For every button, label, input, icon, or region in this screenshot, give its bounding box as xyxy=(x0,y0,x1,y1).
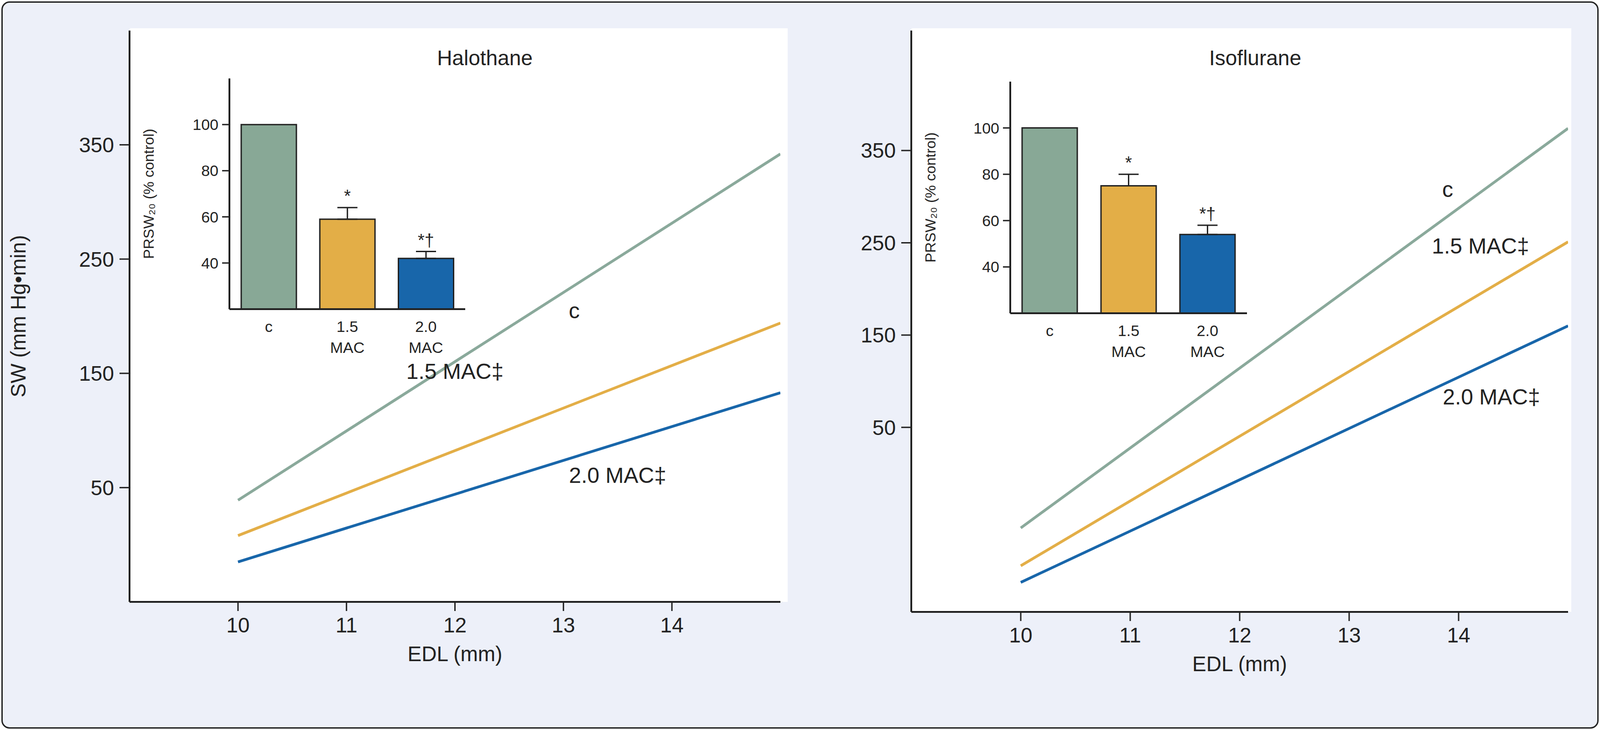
svg-text:12: 12 xyxy=(1227,623,1252,648)
svg-text:12: 12 xyxy=(443,613,467,638)
svg-text:50: 50 xyxy=(90,476,115,500)
svg-text:PRSW₂₀ (% control): PRSW₂₀ (% control) xyxy=(922,132,939,263)
svg-text:80: 80 xyxy=(981,165,1000,183)
svg-text:14: 14 xyxy=(660,613,684,638)
svg-text:1.5 MAC‡: 1.5 MAC‡ xyxy=(1431,233,1529,259)
svg-text:2.0 MAC‡: 2.0 MAC‡ xyxy=(1442,384,1540,410)
svg-text:100: 100 xyxy=(192,115,219,134)
svg-text:10: 10 xyxy=(1008,623,1033,648)
svg-text:13: 13 xyxy=(1337,623,1361,648)
svg-text:1.5 MAC‡: 1.5 MAC‡ xyxy=(406,359,504,384)
svg-text:350: 350 xyxy=(78,133,115,157)
svg-text:100: 100 xyxy=(973,119,1000,137)
svg-text:350: 350 xyxy=(860,138,896,163)
svg-text:*: * xyxy=(343,186,351,206)
svg-text:250: 250 xyxy=(860,231,896,255)
html-text:Isoflurane: Isoflurane xyxy=(1209,46,1302,70)
svg-text:10: 10 xyxy=(226,613,250,638)
svg-text:40: 40 xyxy=(201,254,219,272)
svg-text:*†: *† xyxy=(1199,204,1216,224)
svg-text:60: 60 xyxy=(981,212,1000,230)
svg-text:60: 60 xyxy=(201,208,219,226)
svg-text:13: 13 xyxy=(551,613,576,638)
svg-text:150: 150 xyxy=(860,323,896,348)
svg-text:2.0MAC: 2.0MAC xyxy=(408,317,444,356)
svg-text:c: c xyxy=(1442,177,1454,202)
svg-text:PRSW₂₀ (% control): PRSW₂₀ (% control) xyxy=(140,128,157,259)
svg-text:50: 50 xyxy=(872,415,896,440)
svg-text:*†: *† xyxy=(417,230,435,250)
svg-text:150: 150 xyxy=(78,361,115,386)
svg-text:2.0 MAC‡: 2.0 MAC‡ xyxy=(569,463,667,488)
svg-text:c: c xyxy=(1045,322,1054,340)
svg-text:2.0MAC: 2.0MAC xyxy=(1190,322,1226,359)
svg-text:40: 40 xyxy=(981,258,1000,276)
svg-text:1.5MAC: 1.5MAC xyxy=(1111,322,1147,359)
svg-text:SW (mm Hg•min): SW (mm Hg•min) xyxy=(6,235,31,398)
svg-text:c: c xyxy=(568,298,580,323)
svg-text:EDL (mm): EDL (mm) xyxy=(1192,652,1288,676)
svg-text:c: c xyxy=(264,317,273,336)
svg-text:250: 250 xyxy=(78,247,115,272)
svg-text:11: 11 xyxy=(335,613,358,638)
svg-text:14: 14 xyxy=(1446,623,1471,648)
svg-text:11: 11 xyxy=(1119,623,1142,648)
html-text:Halothane: Halothane xyxy=(436,46,533,70)
svg-text:EDL (mm): EDL (mm) xyxy=(407,642,503,666)
svg-text:1.5MAC: 1.5MAC xyxy=(330,317,365,356)
svg-text:*: * xyxy=(1125,153,1133,173)
svg-text:80: 80 xyxy=(201,161,219,180)
